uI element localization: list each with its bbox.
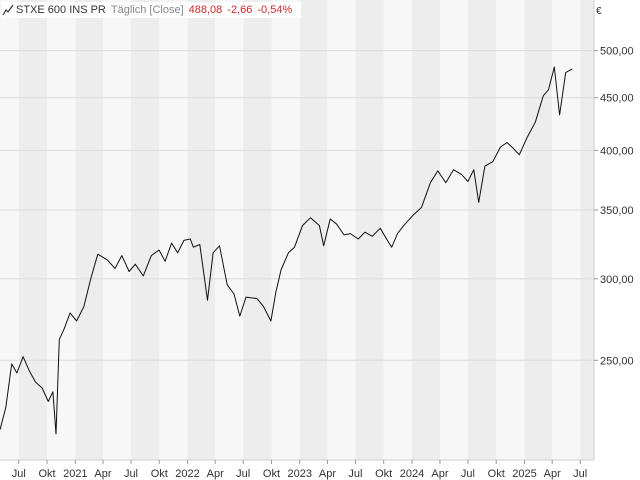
- x-tick-label: Okt: [375, 468, 392, 480]
- x-tick-label: Okt: [488, 468, 505, 480]
- price-line: [0, 66, 573, 435]
- x-tick-label: 2022: [175, 468, 199, 480]
- price-series: [0, 66, 573, 435]
- quarter-band: [271, 0, 300, 460]
- price-change-percent: -0,54%: [257, 4, 293, 16]
- quarter-band: [524, 0, 553, 460]
- x-axis-ticks: Jul Okt 2021 Apr Jul Okt 2022 Apr Jul Okt 2023 Apr J…: [12, 460, 587, 480]
- quarter-band: [355, 0, 384, 460]
- quarter-band: [130, 0, 160, 460]
- last-price: 488,08: [188, 4, 223, 16]
- x-tick-label: 2021: [63, 468, 87, 480]
- quarter-band: [411, 0, 440, 460]
- y-tick-label: 450,00: [600, 93, 634, 105]
- quarter-band: [580, 0, 594, 460]
- y-tick-label: 300,00: [600, 274, 634, 286]
- quarter-band: [327, 0, 356, 460]
- quarter-band: [75, 0, 103, 460]
- x-tick-label: Apr: [319, 468, 336, 480]
- x-tick-label: Okt: [263, 468, 280, 480]
- quarter-band: [383, 0, 412, 460]
- x-tick-label: Okt: [151, 468, 168, 480]
- price-change: -2,66: [227, 4, 253, 16]
- quarter-band: [215, 0, 244, 460]
- background-bands: [0, 0, 594, 460]
- chart-header: STXE 600 INS PR Täglich [Close] 488,08 -…: [2, 2, 302, 18]
- quarter-band: [102, 0, 131, 460]
- quarter-band: [159, 0, 188, 460]
- y-tick-label: 500,00: [600, 46, 634, 58]
- quarter-band: [467, 0, 497, 460]
- quarter-band: [299, 0, 328, 460]
- x-tick-label: Apr: [544, 468, 561, 480]
- x-tick-label: Jul: [124, 468, 138, 480]
- x-tick-label: Jul: [236, 468, 250, 480]
- quarter-band: [47, 0, 76, 460]
- quarter-band: [552, 0, 581, 460]
- quarter-band: [18, 0, 48, 460]
- quarter-band: [0, 0, 19, 460]
- x-tick-label: 2024: [400, 468, 424, 480]
- x-tick-label: Okt: [38, 468, 55, 480]
- x-tick-label: Jul: [12, 468, 26, 480]
- x-tick-label: 2025: [512, 468, 536, 480]
- quarter-band: [496, 0, 525, 460]
- x-tick-label: Jul: [348, 468, 362, 480]
- x-tick-label: Apr: [207, 468, 224, 480]
- x-tick-label: 2023: [288, 468, 312, 480]
- x-tick-label: Apr: [94, 468, 111, 480]
- frequency-label[interactable]: Täglich [Close]: [110, 4, 184, 16]
- quarter-band: [187, 0, 216, 460]
- currency-label: €: [596, 6, 602, 17]
- instrument-name: STXE 600 INS PR: [16, 4, 106, 16]
- x-tick-label: Apr: [431, 468, 448, 480]
- y-axis-ticks: 250,00 300,00 350,00 400,00 450,00 500,00: [594, 46, 634, 367]
- quarter-band: [439, 0, 468, 460]
- y-tick-label: 250,00: [600, 355, 634, 367]
- x-tick-label: Jul: [461, 468, 475, 480]
- quarter-band: [243, 0, 272, 460]
- horizontal-gridlines: [0, 0, 595, 461]
- x-tick-label: Jul: [573, 468, 587, 480]
- y-tick-label: 400,00: [600, 145, 634, 157]
- line-chart-icon: [2, 4, 14, 16]
- y-tick-label: 350,00: [600, 205, 634, 217]
